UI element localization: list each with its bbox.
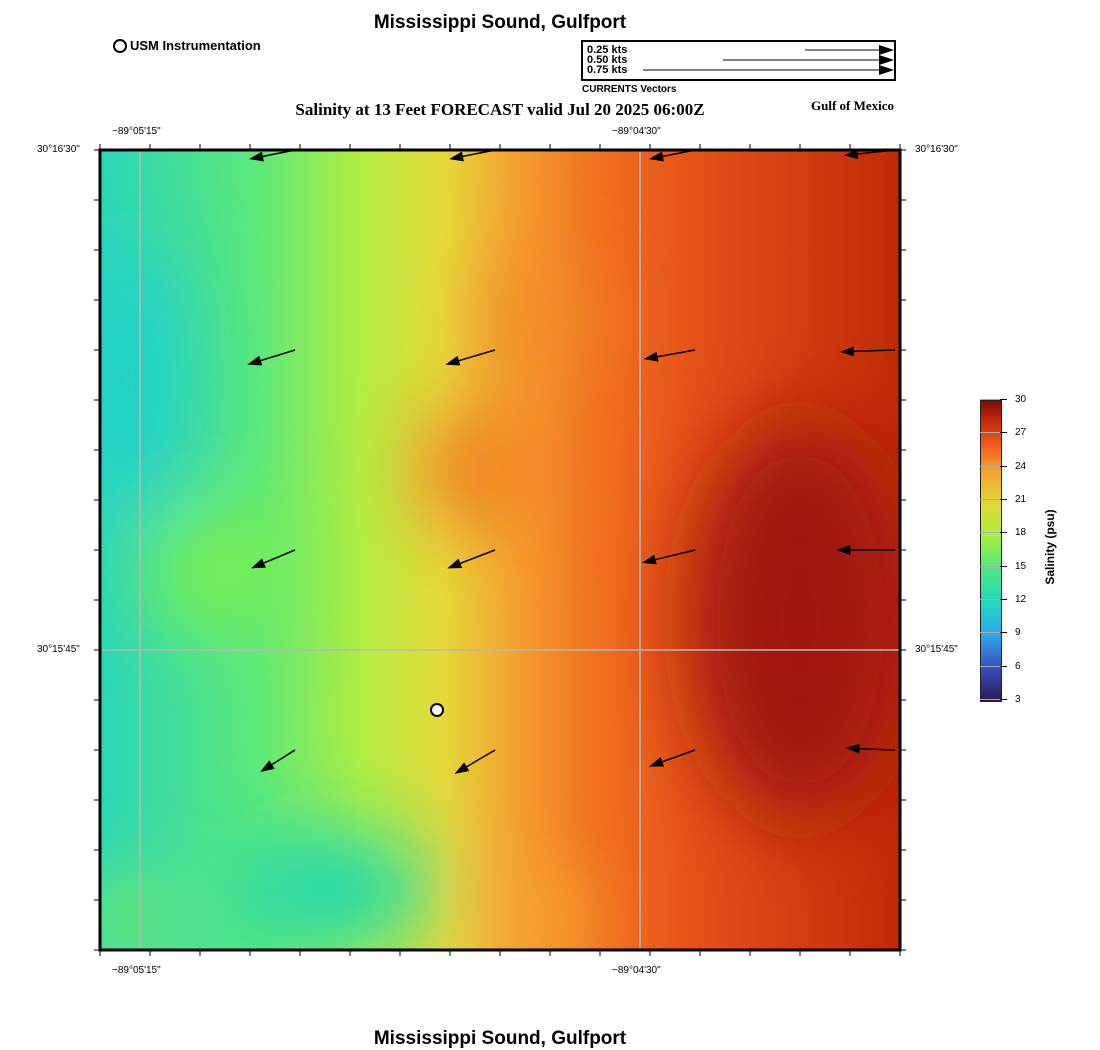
colorbar-tick-label: 18 [1015, 527, 1027, 539]
arrow-icon [723, 55, 894, 65]
colorbar-tick [980, 565, 1007, 567]
lat-label-right: 30°16'30" [915, 144, 958, 155]
arrow-icon [643, 65, 894, 75]
current-arrow-icon [449, 149, 496, 162]
map-frame [98, 148, 902, 952]
colorbar-label: Salinity (psu) [1043, 509, 1057, 585]
current-arrow-icon [845, 743, 896, 754]
colorbar-ticks: 30 27 24 21 18 15 12 9 6 3 [980, 394, 1040, 705]
current-arrow-icon [843, 149, 896, 159]
current-vectors [247, 149, 896, 774]
usm-station-marker[interactable] [430, 703, 444, 717]
map-title: Mississippi Sound, Gulfport [373, 12, 627, 33]
map-subtitle: Salinity at 13 Feet FORECAST valid Jul 2… [295, 100, 705, 119]
lat-label-left: 30°15'45" [37, 644, 80, 655]
current-arrow-icon [840, 346, 896, 357]
vector-legend-label: 0.25 kts [587, 44, 628, 56]
current-arrow-icon [251, 549, 296, 569]
colorbar-tick [980, 432, 1007, 434]
colorbar-tick-label: 21 [1015, 494, 1027, 505]
colorbar-tick [980, 499, 1007, 500]
vector-legend-label: 0.50 kts [587, 54, 628, 66]
current-arrow-icon [454, 749, 496, 774]
colorbar-tick [980, 632, 1007, 634]
colorbar-tick-label: 24 [1015, 460, 1027, 472]
station-marker-icon [113, 38, 127, 53]
current-arrow-icon [445, 349, 496, 366]
current-arrow-icon [260, 749, 296, 772]
colorbar-tick-label: 30 [1015, 394, 1027, 405]
colorbar-tick-label: 3 [1015, 694, 1021, 705]
current-arrow-icon [247, 349, 296, 366]
lon-label-top: −89°05'15" [112, 126, 161, 137]
current-arrow-icon [447, 549, 496, 569]
vector-legend-box: 0.25 kts 0.50 kts 0.75 kts [581, 40, 896, 81]
lon-label-bottom: −89°04'30" [612, 965, 661, 976]
colorbar-tick [980, 399, 1007, 400]
colorbar-tick-label: 15 [1015, 560, 1027, 572]
salinity-field-detail [100, 240, 900, 950]
current-arrow-icon [649, 749, 696, 767]
arrow-icon [805, 45, 894, 55]
colorbar-tick [980, 532, 1007, 534]
lat-label-right: 30°15'45" [915, 644, 958, 655]
current-arrow-icon [649, 149, 696, 162]
vector-legend-arrows [643, 45, 894, 75]
colorbar-tick-label: 12 [1015, 594, 1027, 605]
colorbar [980, 400, 1002, 702]
vector-legend-label: 0.75 kts [587, 64, 628, 76]
colorbar-tick [980, 699, 1007, 700]
region-label: Gulf of Mexico [811, 98, 895, 113]
current-arrow-icon [249, 149, 296, 162]
lat-label-left: 30°16'30" [37, 144, 80, 155]
vector-legend-title: CURRENTS Vectors [582, 84, 677, 95]
colorbar-tick [980, 599, 1007, 600]
colorbar-tick [980, 665, 1007, 667]
current-arrow-icon [643, 349, 696, 362]
colorbar-tick-label: 6 [1015, 660, 1021, 672]
colorbar-tick-label: 9 [1015, 627, 1021, 639]
footer-title: Mississippi Sound, Gulfport [373, 1028, 627, 1049]
station-legend: USM Instrumentation [113, 38, 261, 53]
graticule [100, 150, 900, 950]
lon-label-bottom: −89°05'15" [112, 965, 161, 976]
current-arrow-icon [641, 549, 696, 565]
lon-label-top: −89°04'30" [612, 126, 661, 137]
colorbar-tick-label: 27 [1015, 427, 1027, 439]
colorbar-tick [980, 465, 1007, 467]
current-arrow-icon [836, 545, 895, 555]
station-legend-label: USM Instrumentation [130, 38, 261, 53]
